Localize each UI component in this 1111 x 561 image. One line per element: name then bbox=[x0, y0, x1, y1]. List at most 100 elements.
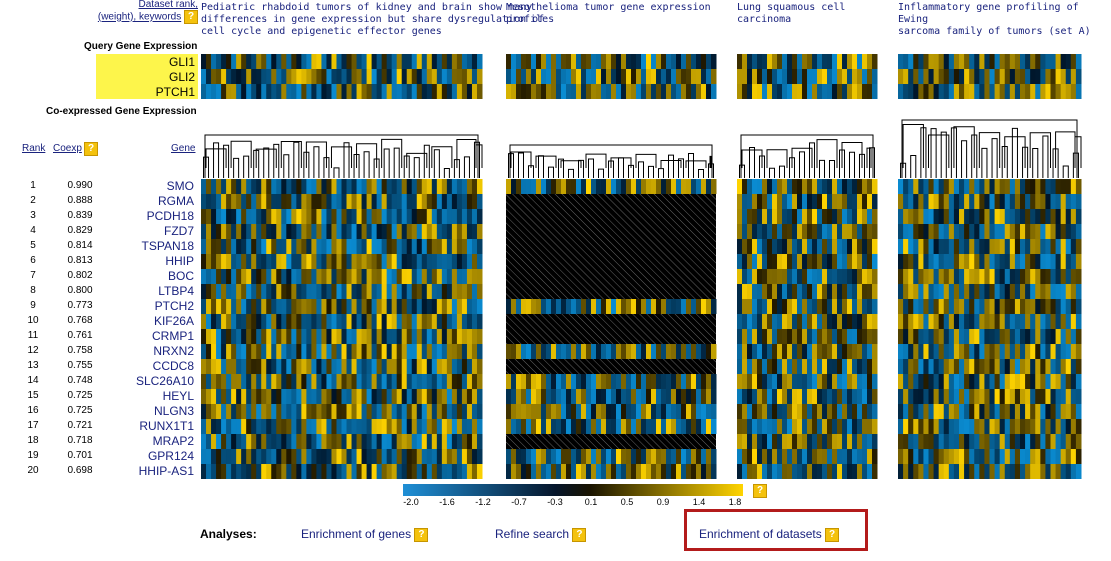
heatmap-cell bbox=[797, 449, 803, 464]
dataset-title-line[interactable]: carcinoma bbox=[737, 14, 792, 25]
gene-link[interactable]: NRXN2 bbox=[153, 344, 194, 358]
gene-link[interactable]: TSPAN18 bbox=[141, 239, 194, 253]
help-icon[interactable]: ? bbox=[84, 142, 98, 156]
dataset-rank-header[interactable]: Dataset rank, (weight), keywords ? bbox=[96, 0, 198, 24]
dataset-title-line[interactable]: Inflammatory gene profiling of Ewing bbox=[898, 2, 1079, 25]
dataset-title-line[interactable]: profiles bbox=[506, 14, 555, 25]
enrichment-of-genes-link[interactable]: Enrichment of genes ? bbox=[301, 527, 429, 542]
heatmap-cell bbox=[827, 359, 833, 374]
gene-link[interactable]: PCDH18 bbox=[146, 209, 194, 223]
help-icon[interactable]: ? bbox=[414, 527, 429, 542]
heatmap-cell bbox=[651, 419, 657, 434]
query-heatmap-cell bbox=[1060, 84, 1067, 99]
refine-search-label[interactable]: Refine search bbox=[495, 527, 570, 541]
query-heatmap-cell bbox=[531, 69, 537, 84]
weight-keywords-link[interactable]: (weight), keywords bbox=[97, 11, 182, 23]
heatmap-cell bbox=[406, 374, 413, 389]
query-heatmap-cell bbox=[747, 84, 753, 99]
heatmap-cell bbox=[651, 449, 657, 464]
query-heatmap-cell bbox=[797, 69, 803, 84]
help-icon[interactable]: ? bbox=[572, 527, 587, 542]
dataset-title-line[interactable]: Lung squamous cell bbox=[737, 2, 846, 13]
query-heatmap-cell bbox=[797, 84, 803, 99]
gene-link[interactable]: MRAP2 bbox=[152, 434, 194, 448]
gene-link[interactable]: CRMP1 bbox=[151, 329, 194, 343]
heatmap-cell bbox=[391, 344, 398, 359]
heatmap-cell bbox=[271, 344, 277, 359]
heatmap-cell bbox=[431, 299, 438, 314]
enrichment-of-datasets-label[interactable]: Enrichment of datasets bbox=[699, 527, 822, 541]
heatmap-cell bbox=[291, 389, 297, 404]
dataset-title-2[interactable]: Mesothelioma tumor gene expression profi… bbox=[506, 2, 711, 26]
dataset-title-line[interactable]: differences in gene expression but share… bbox=[201, 14, 545, 25]
query-heatmap-cell bbox=[256, 54, 262, 69]
gene-link[interactable]: KIF26A bbox=[153, 314, 194, 328]
gene-link[interactable]: BOC bbox=[167, 269, 194, 283]
help-icon[interactable]: ? bbox=[184, 10, 198, 24]
heatmap-cell bbox=[506, 374, 512, 389]
query-heatmap-cell bbox=[696, 84, 702, 99]
gene-link[interactable]: FZD7 bbox=[164, 224, 194, 238]
refine-search-link[interactable]: Refine search ? bbox=[495, 527, 587, 542]
heatmap-cell bbox=[827, 224, 833, 239]
dataset-title-1[interactable]: Pediatric rhabdoid tumors of kidney and … bbox=[201, 2, 544, 38]
gene-link[interactable]: LTBP4 bbox=[158, 284, 194, 298]
heatmap-cell bbox=[236, 449, 242, 464]
heatmap-cell bbox=[857, 374, 863, 389]
gene-link[interactable]: SLC26A10 bbox=[135, 374, 194, 388]
heatmap-cell bbox=[311, 224, 317, 239]
heatmap-cell bbox=[556, 344, 562, 359]
heatmap-cell bbox=[837, 299, 843, 314]
heatmap-cell bbox=[812, 344, 818, 359]
heatmap-cell bbox=[964, 209, 970, 224]
heatmap-cell bbox=[903, 299, 909, 314]
heatmap-cell bbox=[371, 299, 378, 314]
heatmap-cell bbox=[989, 299, 996, 314]
enrichment-of-datasets-link[interactable]: Enrichment of datasets ? bbox=[699, 527, 840, 542]
heatmap-cell bbox=[832, 449, 838, 464]
heatmap-cell bbox=[822, 224, 828, 239]
gene-link[interactable]: SMO bbox=[166, 179, 194, 193]
heatmap-cell bbox=[226, 254, 232, 269]
heatmap-cell bbox=[541, 449, 547, 464]
heatmap-cell bbox=[742, 239, 748, 254]
gene-link[interactable]: HEYL bbox=[162, 389, 194, 403]
gene-link[interactable]: HHIP-AS1 bbox=[138, 464, 194, 478]
heatmap-cell bbox=[266, 329, 272, 344]
rank-column-header[interactable]: Rank bbox=[22, 143, 46, 154]
gene-link[interactable]: GPR124 bbox=[147, 449, 194, 463]
dataset-title-4[interactable]: Inflammatory gene profiling of Ewing sar… bbox=[898, 2, 1111, 38]
dataset-title-line[interactable]: sarcoma family of tumors (set A) bbox=[898, 26, 1091, 37]
legend-tick-label: 0.9 bbox=[656, 497, 670, 507]
gene-link[interactable]: HHIP bbox=[165, 254, 194, 268]
heatmap-cell bbox=[974, 464, 980, 479]
heatmap-cell bbox=[752, 194, 758, 209]
enrichment-of-genes-label[interactable]: Enrichment of genes bbox=[301, 527, 412, 541]
heatmap-cell bbox=[451, 374, 458, 389]
dataset-title-3[interactable]: Lung squamous cell carcinoma bbox=[737, 2, 845, 26]
heatmap-cell bbox=[767, 284, 773, 299]
gene-link[interactable]: RGMA bbox=[158, 194, 194, 208]
gene-link[interactable]: NLGN3 bbox=[153, 404, 194, 418]
gene-link[interactable]: CCDC8 bbox=[152, 359, 194, 373]
heatmap-cell bbox=[737, 329, 743, 344]
help-icon[interactable]: ? bbox=[753, 484, 767, 498]
query-heatmap-cell bbox=[817, 69, 823, 84]
heatmap-cell bbox=[1065, 344, 1072, 359]
heatmap-cell bbox=[1075, 374, 1082, 389]
dataset-title-line[interactable]: Pediatric rhabdoid tumors of kidney and … bbox=[201, 2, 533, 13]
query-heatmap-cell bbox=[913, 84, 919, 99]
gene-link[interactable]: RUNX1T1 bbox=[139, 419, 194, 433]
heatmap-cell bbox=[666, 344, 672, 359]
gene-column-header[interactable]: Gene bbox=[171, 143, 196, 154]
heatmap-cell bbox=[371, 404, 378, 419]
dataset-title-line[interactable]: cell cycle and epigenetic effector genes bbox=[201, 26, 442, 37]
dataset-rank-link[interactable]: Dataset rank, bbox=[138, 0, 198, 10]
heatmap-cell bbox=[411, 194, 418, 209]
coexp-column-header[interactable]: Coexp bbox=[53, 143, 82, 154]
gene-link[interactable]: PTCH2 bbox=[154, 299, 194, 313]
heatmap-cell bbox=[471, 299, 478, 314]
heatmap-cell bbox=[376, 449, 383, 464]
dataset-title-line[interactable]: Mesothelioma tumor gene expression bbox=[506, 2, 711, 13]
help-icon[interactable]: ? bbox=[825, 527, 840, 542]
